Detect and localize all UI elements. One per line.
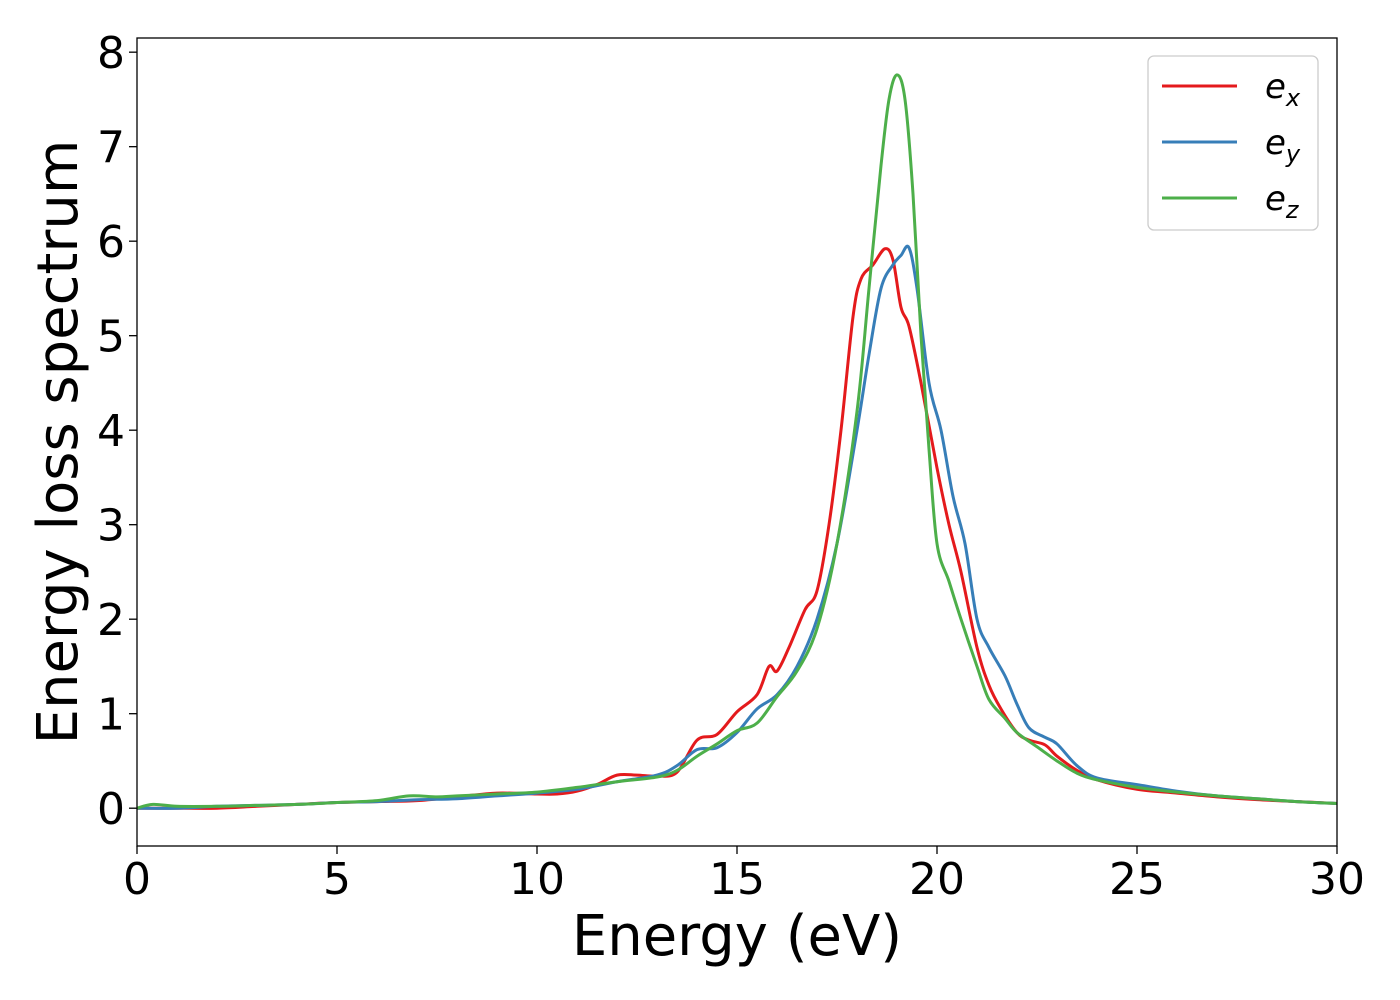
legend-label-subscript: x — [1285, 84, 1301, 112]
y-tick-label: 7 — [97, 123, 125, 174]
x-tick-label: 10 — [509, 854, 565, 905]
x-tick-label: 15 — [709, 854, 765, 905]
x-tick-label: 30 — [1309, 854, 1365, 905]
y-tick-label: 0 — [97, 784, 125, 835]
legend-label-x: ex — [1265, 67, 1301, 112]
legend-label-base: e — [1265, 179, 1286, 219]
legend-label-subscript: y — [1285, 140, 1301, 168]
x-tick-label: 20 — [909, 854, 965, 905]
series-line-x — [137, 247, 1337, 810]
legend-label-y: ey — [1265, 123, 1301, 168]
y-tick-label: 5 — [97, 312, 125, 363]
series-line-z — [137, 73, 1337, 810]
x-tick-label: 25 — [1109, 854, 1165, 905]
x-tick-label: 0 — [123, 854, 151, 905]
x-axis-title: Energy (eV) — [572, 904, 902, 969]
y-tick-label: 1 — [97, 690, 125, 741]
series-line-y — [137, 244, 1337, 810]
legend-label-z: ez — [1265, 179, 1300, 224]
y-axis-title: Energy loss spectrum — [26, 140, 91, 745]
y-axis-ticks: 0 1 2 3 4 5 6 7 8 — [97, 28, 137, 835]
x-axis-ticks: 0 5 10 15 20 25 30 — [123, 846, 1365, 905]
y-tick-label: 4 — [97, 406, 125, 457]
y-tick-label: 2 — [97, 595, 125, 646]
legend-label-subscript: z — [1285, 196, 1300, 224]
plot-lines — [137, 73, 1337, 810]
y-tick-label: 3 — [97, 501, 125, 552]
y-tick-label: 6 — [97, 217, 125, 268]
y-tick-label: 8 — [97, 28, 125, 79]
legend-label-base: e — [1265, 123, 1286, 163]
x-tick-label: 5 — [323, 854, 351, 905]
legend-label-base: e — [1265, 67, 1286, 107]
